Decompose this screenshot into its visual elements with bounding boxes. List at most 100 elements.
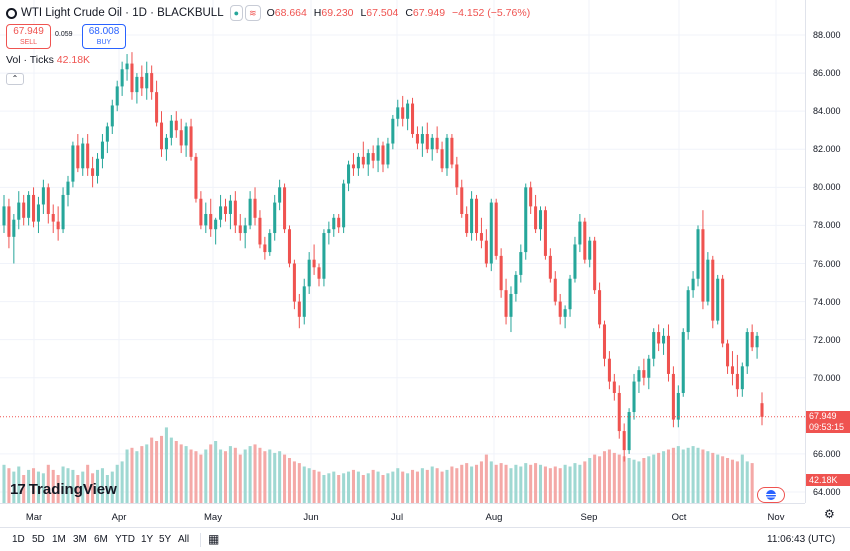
- volume-bar: [681, 449, 685, 503]
- candle-body: [701, 229, 705, 302]
- volume-bar: [425, 469, 429, 503]
- ohlc-close-value: 67.949: [412, 7, 446, 19]
- volume-bar: [696, 447, 700, 503]
- candle-body: [425, 134, 429, 150]
- candle-body: [593, 240, 597, 291]
- candle-body: [573, 244, 577, 279]
- candle-body: [292, 263, 296, 302]
- volume-bar: [406, 473, 410, 503]
- timeframe-6m[interactable]: 6M: [94, 534, 108, 545]
- candle-body: [51, 213, 55, 222]
- volume-bar: [297, 463, 301, 503]
- price-chart[interactable]: [0, 0, 805, 503]
- volume-bar: [228, 446, 232, 503]
- volume-bar: [666, 449, 671, 503]
- us-flag-icon[interactable]: [757, 487, 785, 503]
- timeframe-1d[interactable]: 1D: [12, 534, 25, 545]
- volume-bar: [376, 471, 380, 503]
- candle-body: [36, 204, 40, 222]
- price-scale[interactable]: 88.000 86.000 84.000 82.000 80.000 78.00…: [805, 0, 850, 503]
- volume-bar: [164, 427, 168, 503]
- volume-bar: [735, 461, 739, 503]
- volume-bar: [292, 461, 296, 503]
- timeframe-5d[interactable]: 5D: [32, 534, 45, 545]
- price-tick: 76.000: [813, 258, 841, 269]
- timeframe-1m[interactable]: 1M: [52, 534, 66, 545]
- volume-bar: [366, 473, 370, 503]
- candle-body: [248, 198, 252, 226]
- volume-bar: [607, 449, 611, 503]
- candle-body: [642, 370, 646, 378]
- collapse-legend-icon[interactable]: ⌃: [6, 73, 24, 85]
- candle-body: [730, 366, 734, 374]
- candle-body: [401, 107, 405, 119]
- volume-bar: [740, 454, 744, 503]
- symbol-legend[interactable]: WTI Light Crude Oil · 1D · BLACKBULL ● ≋…: [6, 4, 534, 22]
- clock-readout[interactable]: 11:06:43 (UTC): [767, 534, 836, 545]
- candle-body: [622, 431, 626, 451]
- candle-body: [455, 164, 459, 188]
- timeframe-5y[interactable]: 5Y: [159, 534, 172, 545]
- volume-bar: [81, 471, 85, 503]
- candle-body: [760, 403, 764, 417]
- candle-body: [479, 233, 483, 241]
- market-status-icon[interactable]: ●: [229, 5, 244, 21]
- ohlc-open-value: 68.664: [274, 7, 307, 19]
- timeframe-ytd[interactable]: YTD: [115, 534, 135, 545]
- volume-legend[interactable]: Vol · Ticks 42.18K: [6, 54, 90, 66]
- candle-body: [612, 381, 616, 393]
- candle-body: [647, 358, 651, 378]
- data-source-icon[interactable]: ≋: [245, 5, 261, 21]
- month-label: Apr: [111, 512, 127, 523]
- volume-bar: [593, 454, 597, 503]
- volume-bar: [662, 451, 666, 503]
- candle-body: [735, 373, 739, 390]
- candle-body: [347, 164, 351, 184]
- volume-bar: [381, 475, 385, 503]
- candle-body: [484, 240, 488, 264]
- sell-button[interactable]: 67.949 SELL: [6, 24, 51, 49]
- candle-body: [553, 278, 557, 302]
- candle-body: [81, 143, 85, 169]
- volume-bar: [558, 468, 562, 503]
- candle-body: [617, 392, 621, 432]
- candle-body: [150, 73, 154, 93]
- volume-bar: [56, 475, 60, 503]
- volume-bar: [465, 463, 469, 503]
- candle-body: [302, 286, 306, 317]
- month-label: Nov: [767, 512, 785, 523]
- price-tick: 74.000: [813, 296, 841, 307]
- volume-bar: [745, 461, 749, 503]
- tradingview-logo[interactable]: 17 TradingView: [10, 481, 117, 498]
- volume-bar: [504, 464, 508, 503]
- buy-button[interactable]: 68.008 BUY: [82, 24, 126, 49]
- price-tick: 66.000: [813, 448, 841, 459]
- volume-bar: [268, 449, 272, 503]
- volume-bar: [445, 469, 449, 503]
- candle-body: [307, 259, 311, 287]
- symbol-title[interactable]: WTI Light Crude Oil · 1D · BLACKBULL: [21, 7, 224, 19]
- candle-body: [740, 366, 744, 390]
- calendar-icon[interactable]: ▦: [208, 532, 220, 546]
- timeframe-3m[interactable]: 3M: [73, 534, 87, 545]
- candle-body: [95, 158, 100, 176]
- volume-bar: [356, 471, 360, 503]
- volume-bar: [86, 464, 90, 503]
- gear-icon[interactable]: ⚙: [824, 507, 835, 521]
- ohlc-values: O68.664 H69.230 L67.504 C67.949 −4.152 (…: [267, 7, 535, 19]
- candle-body: [273, 202, 277, 234]
- candle-body: [105, 126, 109, 142]
- timeframe-1y[interactable]: 1Y: [141, 534, 154, 545]
- candle-body: [283, 187, 287, 230]
- buy-price: 68.008: [88, 25, 120, 37]
- candle-body: [686, 290, 690, 333]
- candle-body: [204, 213, 208, 226]
- volume-bar: [494, 464, 498, 503]
- volume-bar: [322, 475, 326, 503]
- time-scale[interactable]: Mar Apr May Jun Jul Aug Sep Oct Nov: [0, 503, 805, 528]
- volume-bar: [686, 447, 690, 503]
- chart-pane[interactable]: [0, 0, 805, 503]
- volume-bar: [32, 468, 36, 503]
- volume-bar: [588, 458, 592, 503]
- timeframe-all[interactable]: All: [178, 534, 190, 545]
